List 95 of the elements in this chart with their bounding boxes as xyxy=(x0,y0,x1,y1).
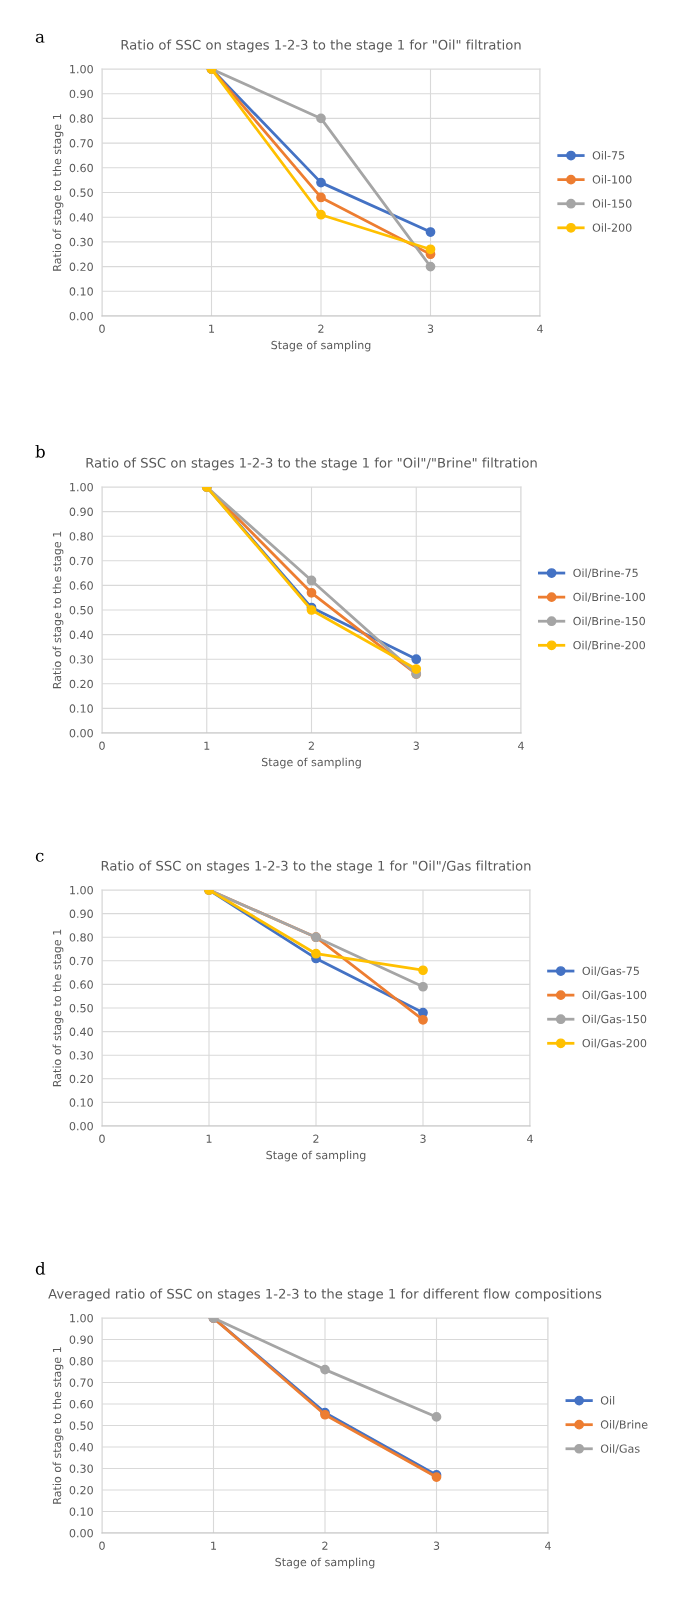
y-tick-label: 0.70 xyxy=(69,556,93,566)
y-tick-label: 0.80 xyxy=(69,933,93,942)
x-axis-title: Stage of sampling xyxy=(271,340,371,352)
y-axis-title: Ratio of stage to the stage 1 xyxy=(52,929,64,1087)
chart-title: Averaged ratio of SSC on stages 1-2-3 to the stage 1 for different flow compositions xyxy=(48,1288,602,1302)
y-tick-label: 0.90 xyxy=(69,507,93,516)
y-tick-label: 0.40 xyxy=(69,1442,93,1452)
x-tick-label: 4 xyxy=(545,1541,551,1550)
y-tick-label: 0.70 xyxy=(69,1378,93,1387)
x-axis-title: Stage of sampling xyxy=(275,1557,375,1569)
y-tick-label: 0.70 xyxy=(69,956,93,966)
y-tick-label: 0.80 xyxy=(69,114,93,123)
y-tick-label: 0.50 xyxy=(69,1421,93,1430)
y-tick-label: 1.00 xyxy=(70,885,93,895)
y-tick-label: 0.70 xyxy=(69,139,93,148)
legend-label: Oil-75 xyxy=(592,150,625,160)
x-tick-label: 3 xyxy=(427,324,434,333)
y-tick-label: 0.00 xyxy=(69,728,93,738)
y-tick-label: 0.20 xyxy=(69,1485,93,1495)
x-tick-label: 0 xyxy=(99,741,105,750)
y-tick-label: 0.10 xyxy=(69,287,93,296)
legend-label: Oil/Brine-100 xyxy=(573,592,646,603)
y-tick-label: 0.50 xyxy=(69,605,93,615)
y-tick-label: 1.00 xyxy=(70,1313,93,1323)
y-tick-label: 0.80 xyxy=(69,532,93,541)
y-tick-label: 0.30 xyxy=(69,1051,93,1060)
x-tick-label: 3 xyxy=(433,1541,440,1550)
text: c xyxy=(35,852,44,862)
y-tick-label: 0.20 xyxy=(69,1074,93,1084)
y-tick-label: 0.60 xyxy=(69,581,93,590)
y-tick-label: 0.30 xyxy=(69,237,93,247)
y-tick-label: 0.40 xyxy=(69,1027,93,1036)
y-tick-label: 0.60 xyxy=(69,980,93,989)
y-tick-label: 0.00 xyxy=(69,1121,93,1131)
legend-label: Oil/Brine-200 xyxy=(573,640,646,651)
y-tick-label: 1.00 xyxy=(70,64,93,74)
x-axis-title: Stage of sampling xyxy=(261,757,361,769)
y-tick-label: 0.10 xyxy=(69,1098,93,1107)
x-tick-label: 2 xyxy=(318,324,324,333)
x-tick-label: 4 xyxy=(527,1134,533,1143)
y-tick-label: 0.60 xyxy=(69,163,93,173)
legend-label: Oil/Brine-75 xyxy=(573,568,638,578)
legend-label: Oil xyxy=(600,1396,615,1405)
y-tick-label: 0.40 xyxy=(69,630,93,639)
y-tick-label: 0.00 xyxy=(69,311,93,321)
chart-title: Ratio of SSC on stages 1-2-3 to the stage 1 for "Oil"/Gas filtration xyxy=(101,860,531,874)
x-tick-label: 3 xyxy=(413,741,419,750)
y-tick-label: 0.50 xyxy=(69,188,93,197)
y-tick-label: 0.60 xyxy=(69,1399,93,1409)
y-tick-label: 0.50 xyxy=(69,1003,93,1013)
legend-label: Oil/Gas-100 xyxy=(582,990,647,1001)
legend-label: Oil-100 xyxy=(592,175,632,184)
x-tick-label: 4 xyxy=(537,324,543,333)
legend-label: Oil/Gas-200 xyxy=(582,1038,647,1049)
legend-label: Oil/Brine xyxy=(600,1420,648,1430)
legend-label: Oil/Gas xyxy=(600,1444,640,1454)
x-tick-label: 1 xyxy=(204,741,210,750)
text: b xyxy=(35,444,45,458)
x-tick-label: 2 xyxy=(308,741,314,750)
x-tick-label: 1 xyxy=(209,324,215,333)
x-tick-label: 4 xyxy=(518,741,524,750)
text: d xyxy=(35,1261,46,1275)
legend-label: Oil-200 xyxy=(592,223,632,232)
y-axis-title: Ratio of stage to the stage 1 xyxy=(52,1347,64,1504)
x-tick-label: 3 xyxy=(420,1134,426,1143)
x-axis-title: Stage of sampling xyxy=(266,1150,366,1162)
y-tick-label: 0.90 xyxy=(69,1335,93,1344)
y-tick-label: 1.00 xyxy=(70,482,93,492)
legend-label: Oil/Gas-150 xyxy=(582,1014,647,1025)
y-tick-label: 0.20 xyxy=(69,679,93,689)
y-tick-label: 0.90 xyxy=(69,909,93,918)
y-tick-label: 0.30 xyxy=(69,1464,93,1473)
x-tick-label: 2 xyxy=(322,1541,328,1550)
y-tick-label: 0.30 xyxy=(69,655,93,664)
x-tick-label: 0 xyxy=(99,1541,105,1550)
x-tick-label: 2 xyxy=(313,1134,319,1143)
y-axis-title: Ratio of stage to the stage 1 xyxy=(52,114,64,271)
legend-label: Oil/Gas-75 xyxy=(582,966,639,976)
y-tick-label: 0.10 xyxy=(69,704,93,713)
text: a xyxy=(35,33,45,43)
x-tick-label: 0 xyxy=(99,1134,105,1143)
chart-title: Ratio of SSC on stages 1-2-3 to the stage 1 for "Oil" filtration xyxy=(121,39,521,53)
x-tick-label: 1 xyxy=(211,1541,217,1550)
y-tick-label: 0.40 xyxy=(69,213,93,222)
y-tick-label: 0.90 xyxy=(69,89,93,99)
x-tick-label: 0 xyxy=(99,324,105,333)
y-tick-label: 0.80 xyxy=(69,1356,93,1366)
x-tick-label: 1 xyxy=(206,1134,212,1143)
y-tick-label: 0.20 xyxy=(69,262,93,271)
chart-title: Ratio of SSC on stages 1-2-3 to the stage 1 for "Oil"/"Brine" filtration xyxy=(86,457,537,471)
y-tick-label: 0.00 xyxy=(69,1528,93,1538)
y-axis-title: Ratio of stage to the stage 1 xyxy=(52,531,64,689)
legend-label: Oil/Brine-150 xyxy=(573,616,646,627)
y-tick-label: 0.10 xyxy=(69,1507,93,1516)
legend-label: Oil-150 xyxy=(592,199,632,208)
